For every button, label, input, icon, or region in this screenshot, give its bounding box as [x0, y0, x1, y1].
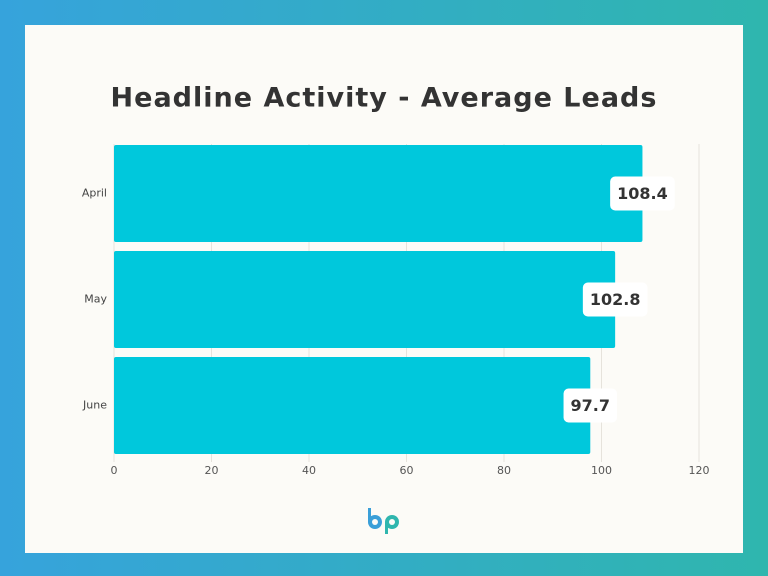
x-tick-label: 80 — [497, 464, 511, 477]
y-tick-label: April — [82, 187, 107, 200]
y-tick-label: May — [84, 293, 107, 306]
x-tick-label: 120 — [689, 464, 710, 477]
x-tick-label: 60 — [400, 464, 414, 477]
value-label: 97.7 — [571, 396, 610, 415]
y-tick-label: June — [82, 399, 107, 412]
value-label-box — [582, 282, 648, 317]
x-tick-label: 0 — [111, 464, 118, 477]
value-label: 108.4 — [617, 184, 668, 203]
x-tick-label: 40 — [302, 464, 316, 477]
value-label-box — [563, 388, 618, 423]
x-tick-label: 100 — [591, 464, 612, 477]
bar — [114, 357, 591, 454]
bar — [114, 145, 643, 242]
value-label-group: 97.7 — [563, 388, 618, 423]
value-label-box — [610, 176, 675, 211]
value-label-group: 108.4 — [610, 176, 675, 211]
x-tick-label: 20 — [205, 464, 219, 477]
value-label-group: 102.8 — [582, 282, 648, 317]
value-label: 102.8 — [590, 290, 641, 309]
logo — [368, 508, 399, 534]
chart-title: Headline Activity - Average Leads — [111, 83, 658, 114]
bar — [114, 251, 616, 348]
